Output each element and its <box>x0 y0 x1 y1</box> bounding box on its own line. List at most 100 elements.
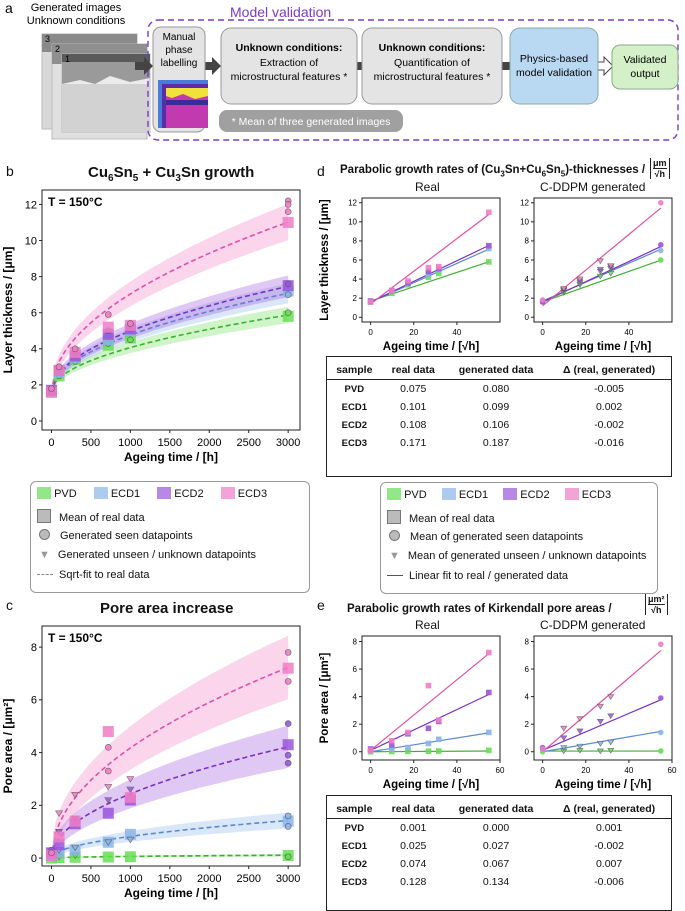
sqrt-fit-line-ecd1 <box>50 819 289 859</box>
sqrt-fit-line-ecd2 <box>50 746 289 859</box>
table-header: generated data <box>444 361 548 380</box>
title-part: Cu <box>88 164 108 181</box>
panel-e-sub-gen: C-DDPM generated <box>540 618 646 632</box>
generated-unseen-point-pvd <box>607 270 615 277</box>
table-cell: PVD <box>344 822 365 834</box>
x-tick-label: 3000 <box>276 873 300 885</box>
generated-unseen-point-ecd1 <box>576 743 584 750</box>
title-part: + Cu <box>138 164 176 181</box>
y-axis-label: Pore area / [μm²] <box>319 652 331 743</box>
box2-title: Unknown conditions: <box>236 42 343 54</box>
real-point-ecd1 <box>425 740 432 747</box>
panel-d-title: Parabolic growth rates of (Cu3Sn+Cu6Sn5)… <box>340 164 645 178</box>
validated-output-box <box>611 44 679 90</box>
x-tick-label: 2500 <box>236 873 260 885</box>
confidence-band-pvd <box>51 306 289 395</box>
box1-line3: labelling <box>161 58 198 69</box>
real-point-pvd <box>405 748 411 755</box>
legend-ecd2: ECD2 <box>520 489 550 501</box>
legend-gen-unseen: ▼ Mean of generated unseen / unknown data… <box>389 550 646 562</box>
table-header: sample <box>327 800 382 819</box>
y-tick-label: 2 <box>31 380 37 392</box>
real-point-ecd2 <box>425 268 432 275</box>
table-header: real data <box>381 361 445 380</box>
table-cell: -0.002 <box>594 840 624 852</box>
x-tick-label: 20 <box>581 328 590 337</box>
unit-denominator: √h <box>654 169 665 179</box>
real-point-ecd3 <box>405 729 411 736</box>
table-cell: 0.074 <box>400 858 427 870</box>
generated-seen-point-ecd3 <box>657 641 664 648</box>
sqrt-fit-line-ecd3 <box>50 666 289 859</box>
mean-real-marker-ecd3 <box>102 725 114 737</box>
ecd1-swatch <box>441 488 456 500</box>
mean-real-marker-pvd <box>102 851 114 863</box>
table-row: ECD3 0.128 0.134 -0.006 <box>327 873 671 891</box>
unit-denominator: √h <box>651 605 662 615</box>
real-point-pvd <box>485 747 492 754</box>
mean-real-marker-ecd2 <box>102 807 114 819</box>
legend-mean-real-label: Mean of real data <box>409 513 495 525</box>
table-cell: 0.187 <box>482 437 510 449</box>
x-tick-label: 2000 <box>197 437 221 449</box>
mean-real-marker-ecd1 <box>124 828 136 840</box>
y-tick-label: 10 <box>25 235 37 247</box>
generated-seen-point-ecd1 <box>284 291 292 298</box>
x-axis-label: Ageing time / [√h] <box>383 778 480 791</box>
y-tick-label: 6 <box>31 695 37 707</box>
y-axis-label: Pore area / [μm²] <box>1 699 15 794</box>
chart-d-generated: 0 20 40 0 2 4 6 8 10 12 Ageing time / [√h] <box>520 197 673 353</box>
generated-unseen-point-pvd <box>607 747 615 754</box>
table-row: ECD1 0.101 0.099 0.002 <box>327 398 671 416</box>
legend-mean-real: Mean of real data <box>37 509 145 524</box>
stack-number-3: 3 <box>45 34 50 44</box>
x-tick-label: 60 <box>668 766 677 775</box>
generated-seen-point-ecd3 <box>55 363 63 371</box>
chart-d-real: 0 20 40 0 2 4 6 8 10 12 Ageing time / [√h] Layer th… <box>319 197 501 353</box>
generated-unseen-point-ecd1 <box>560 745 568 751</box>
generated-unseen-point-ecd2 <box>596 267 604 273</box>
plot-frame <box>361 197 501 323</box>
triangle-marker-icon: ▼ <box>39 549 50 561</box>
legend-left-series: PVD ECD1 ECD2 ECD3 <box>37 487 267 500</box>
model-validation-title: Model validation <box>230 4 331 20</box>
title-part: Sn <box>546 164 561 176</box>
real-point-ecd3 <box>405 278 411 284</box>
table-row: ECD2 0.074 0.067 0.007 <box>327 855 671 873</box>
linear-fit-ecd2 <box>542 699 662 751</box>
y-tick-label: 8 <box>31 642 37 654</box>
circle-marker-icon <box>39 529 50 540</box>
generated-seen-point-ecd1 <box>284 812 292 820</box>
y-tick-label: 4 <box>31 344 37 356</box>
ecd3-swatch <box>220 487 235 499</box>
generated-unseen-point-ecd3 <box>104 784 113 791</box>
generated-image-stack: 3 2 1 <box>41 33 151 140</box>
x-tick-label: 40 <box>452 766 461 775</box>
linear-fit-ecd3 <box>370 214 490 305</box>
real-point-ecd1 <box>485 729 492 736</box>
y-tick-label: 12 <box>25 199 37 211</box>
table-cell: 0.001 <box>595 822 623 834</box>
generated-seen-point-ecd1 <box>284 823 292 830</box>
y-tick-label: 8 <box>353 237 358 246</box>
box2-line2: microstructural features * <box>231 71 348 83</box>
table-cell: ECD3 <box>341 437 367 449</box>
stack-number-1: 1 <box>65 54 70 64</box>
x-tick-label: 2500 <box>236 437 260 449</box>
y-tick-label: 0 <box>525 748 530 757</box>
dashed-line-icon <box>37 574 53 575</box>
generated-unseen-point-ecd3 <box>607 263 615 269</box>
table-cell: ECD1 <box>341 401 367 413</box>
table-cell: 0.108 <box>400 419 427 431</box>
table-cell: 0.099 <box>482 401 510 413</box>
generated-unseen-point-ecd2 <box>576 728 584 735</box>
unit-numerator: μm <box>653 158 667 169</box>
y-tick-label: 6 <box>353 256 358 265</box>
x-tick-label: 1000 <box>118 873 142 885</box>
y-tick-label: 10 <box>348 218 357 227</box>
unit-numerator: μm² <box>648 594 665 605</box>
mean-real-marker-ecd3 <box>69 815 81 827</box>
x-tick-label: 40 <box>624 328 633 337</box>
linear-fit-ecd3 <box>370 653 490 751</box>
generated-seen-point-ecd2 <box>284 751 292 759</box>
